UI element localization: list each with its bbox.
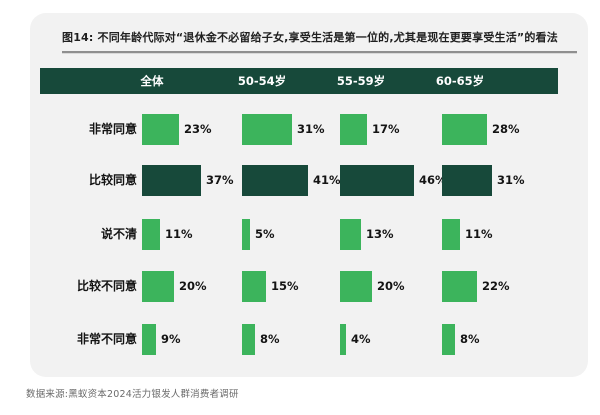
- bar: [340, 114, 367, 145]
- column-header-2: 50-54岁: [237, 74, 287, 88]
- bar-value: 11%: [165, 227, 193, 241]
- bar-value: 46%: [419, 173, 447, 187]
- bar: [142, 324, 156, 355]
- row-label: 说不清: [100, 227, 137, 241]
- bar: [442, 114, 487, 145]
- bar-value: 5%: [255, 227, 275, 241]
- bar: [442, 324, 455, 355]
- column-header-3: 55-59岁: [336, 74, 386, 88]
- bar-value: 8%: [460, 332, 480, 346]
- bar-value: 28%: [492, 122, 520, 136]
- bar: [242, 219, 250, 250]
- bar: [340, 219, 361, 250]
- bar: [142, 271, 174, 302]
- bar: [242, 165, 308, 196]
- bar-value: 8%: [260, 332, 280, 346]
- row-label: 非常不同意: [76, 332, 137, 346]
- bar-value: 22%: [482, 279, 510, 293]
- column-header-1: 全体: [140, 74, 164, 88]
- bar-value: 17%: [372, 122, 400, 136]
- bar: [442, 271, 477, 302]
- row-label: 比较同意: [88, 173, 137, 187]
- bar: [340, 165, 414, 196]
- bar-value: 31%: [497, 173, 525, 187]
- bar-value: 9%: [161, 332, 181, 346]
- bar-value: 31%: [297, 122, 325, 136]
- bar: [442, 219, 460, 250]
- column-header-bar: 全体 50-54岁 55-59岁 60-65岁: [40, 68, 558, 94]
- bar-value: 37%: [206, 173, 234, 187]
- data-source-note: 数据来源:黑蚁资本2024活力银发人群消费者调研: [26, 389, 239, 400]
- bar-value: 13%: [366, 227, 394, 241]
- bar: [442, 165, 492, 196]
- bar: [242, 271, 266, 302]
- bar: [340, 324, 346, 355]
- bar: [340, 271, 372, 302]
- row-label: 非常同意: [88, 122, 137, 136]
- row-label: 比较不同意: [76, 279, 137, 293]
- bar: [142, 219, 160, 250]
- bar: [142, 165, 201, 196]
- bar-value: 41%: [313, 173, 341, 187]
- bar-value: 23%: [184, 122, 212, 136]
- bar-value: 20%: [377, 279, 405, 293]
- bar: [242, 324, 255, 355]
- figure-title: 图14: 不同年龄代际对“退休金不必留给子女,享受生活是第一位的,尤其是现在更要…: [62, 31, 558, 44]
- bar-value: 11%: [465, 227, 493, 241]
- bar-value: 4%: [351, 332, 371, 346]
- bar: [242, 114, 292, 145]
- title-underline: [62, 51, 577, 54]
- bar-value: 20%: [179, 279, 207, 293]
- bar: [142, 114, 179, 145]
- bar-value: 15%: [271, 279, 299, 293]
- column-header-4: 60-65岁: [435, 74, 485, 88]
